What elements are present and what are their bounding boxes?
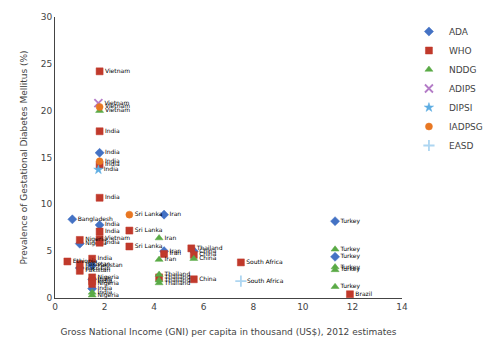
svg-text:India: India — [105, 148, 120, 155]
svg-text:Iran: Iran — [169, 249, 181, 256]
svg-text:ADA: ADA — [449, 27, 469, 37]
svg-text:Pakistan: Pakistan — [85, 266, 110, 273]
svg-text:Pakistan: Pakistan — [85, 264, 110, 271]
svg-text:Vietnam: Vietnam — [105, 67, 130, 74]
svg-text:ADIPS: ADIPS — [449, 84, 476, 94]
svg-text:WHO: WHO — [449, 46, 472, 56]
svg-text:6: 6 — [201, 302, 207, 312]
svg-text:Thailand: Thailand — [163, 279, 190, 286]
svg-text:India: India — [98, 277, 113, 284]
svg-text:0: 0 — [46, 293, 52, 303]
svg-text:Turkey: Turkey — [339, 282, 360, 290]
svg-text:India: India — [98, 254, 113, 261]
svg-text:Pakistan: Pakistan — [85, 260, 110, 267]
svg-text:South Africa: South Africa — [247, 277, 284, 284]
svg-text:South Africa: South Africa — [246, 258, 283, 265]
svg-text:Nigeria: Nigeria — [98, 273, 120, 281]
svg-text:Nigeria: Nigeria — [98, 279, 120, 287]
svg-text:20: 20 — [41, 106, 53, 116]
svg-text:Vietnam: Vietnam — [105, 234, 130, 241]
svg-text:15: 15 — [41, 153, 52, 163]
svg-text:Brazil: Brazil — [355, 290, 372, 297]
svg-text:Prevalence of Gestational Diab: Prevalence of Gestational Diabetes Melli… — [19, 50, 29, 264]
svg-text:Iran: Iran — [164, 255, 176, 262]
svg-text:25: 25 — [41, 59, 52, 69]
svg-text:5: 5 — [46, 246, 52, 256]
svg-text:0: 0 — [52, 302, 58, 312]
svg-text:Thailand: Thailand — [163, 273, 190, 280]
svg-text:India: India — [105, 220, 120, 227]
svg-text:4: 4 — [151, 302, 157, 312]
svg-text:Iran: Iran — [164, 234, 176, 241]
svg-text:Bangladesh: Bangladesh — [78, 215, 113, 223]
svg-text:India: India — [105, 127, 120, 134]
svg-text:2: 2 — [102, 302, 108, 312]
svg-text:Turkey: Turkey — [339, 252, 360, 260]
svg-text:8: 8 — [250, 302, 256, 312]
svg-text:NDDG: NDDG — [449, 65, 477, 75]
svg-text:China: China — [199, 254, 216, 261]
svg-text:India: India — [105, 157, 120, 164]
svg-text:India: India — [105, 193, 120, 200]
svg-text:Thailand: Thailand — [163, 276, 190, 283]
svg-text:Nigeria: Nigeria — [98, 291, 120, 299]
svg-text:India: India — [104, 165, 119, 172]
svg-text:12: 12 — [347, 302, 358, 312]
svg-text:Thailand: Thailand — [163, 270, 190, 277]
svg-text:Sri Lanka: Sri Lanka — [135, 210, 163, 217]
svg-text:Nigeria: Nigeria — [85, 239, 107, 247]
svg-text:Gross National Income (GNI) pe: Gross National Income (GNI) per capita i… — [60, 327, 396, 337]
svg-text:Turkey: Turkey — [339, 265, 360, 273]
svg-text:Nigeria: Nigeria — [85, 235, 107, 243]
svg-text:India: India — [105, 227, 120, 234]
svg-text:China: China — [199, 247, 216, 254]
svg-text:30: 30 — [41, 12, 53, 22]
svg-text:Sri Lanka: Sri Lanka — [135, 242, 163, 249]
svg-text:10: 10 — [41, 199, 53, 209]
svg-text:Vietnam: Vietnam — [104, 99, 129, 106]
svg-text:Iran: Iran — [169, 210, 181, 217]
svg-text:Thailand: Thailand — [196, 244, 223, 251]
svg-text:Vietnam: Vietnam — [105, 102, 130, 109]
svg-text:10: 10 — [297, 302, 309, 312]
svg-text:Sri Lanka: Sri Lanka — [135, 226, 163, 233]
svg-text:Iran: Iran — [169, 247, 181, 254]
svg-text:IADPSG: IADPSG — [449, 122, 483, 132]
svg-text:EASD: EASD — [449, 141, 474, 151]
svg-text:14: 14 — [396, 302, 408, 312]
svg-text:India: India — [98, 288, 113, 295]
svg-text:Turkey: Turkey — [339, 217, 360, 225]
svg-text:Vietnam: Vietnam — [105, 106, 130, 113]
svg-text:Ethiopia: Ethiopia — [73, 257, 98, 265]
svg-text:Turkey: Turkey — [339, 245, 360, 253]
svg-text:China: China — [199, 250, 216, 257]
svg-text:Turkey: Turkey — [339, 263, 360, 271]
svg-text:India: India — [98, 284, 113, 291]
svg-text:India: India — [105, 238, 120, 245]
svg-text:DIPSI: DIPSI — [449, 103, 472, 113]
svg-text:India: India — [98, 275, 113, 282]
svg-text:China: China — [199, 275, 216, 282]
svg-text:Pakistan: Pakistan — [98, 261, 123, 268]
svg-text:India: India — [105, 160, 120, 167]
